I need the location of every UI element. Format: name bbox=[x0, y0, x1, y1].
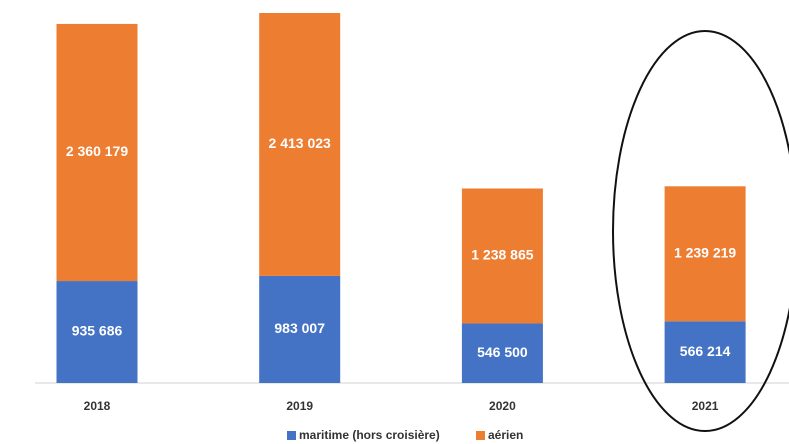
bar-segment bbox=[259, 275, 341, 383]
x-tick-label: 2020 bbox=[489, 399, 516, 413]
value-label: 566 214 bbox=[680, 343, 731, 359]
value-label: 1 239 219 bbox=[674, 245, 736, 261]
value-label: 935 686 bbox=[72, 323, 123, 339]
value-label: 2 360 179 bbox=[66, 143, 128, 159]
bar-segment bbox=[259, 13, 341, 276]
bar-segment bbox=[56, 23, 138, 282]
legend-swatch bbox=[476, 431, 485, 440]
x-tick-label: 2019 bbox=[286, 399, 313, 413]
legend-swatch bbox=[287, 431, 296, 440]
value-label: 2 413 023 bbox=[269, 135, 331, 151]
bar-segment bbox=[461, 323, 543, 383]
legend-label: maritime (hors croisière) bbox=[299, 428, 440, 442]
legend-label: aérien bbox=[488, 428, 523, 442]
highlight-ellipse bbox=[612, 30, 789, 432]
x-tick-label: 2021 bbox=[692, 399, 719, 413]
x-tick-label: 2018 bbox=[84, 399, 111, 413]
bar-segment bbox=[664, 186, 746, 322]
value-label: 1 238 865 bbox=[471, 247, 533, 263]
bar-segment bbox=[461, 188, 543, 324]
value-label: 983 007 bbox=[274, 320, 325, 336]
bar-segment bbox=[56, 281, 138, 383]
value-label: 546 500 bbox=[477, 344, 528, 360]
bar-segment bbox=[664, 321, 746, 383]
